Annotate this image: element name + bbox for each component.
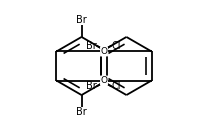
Text: O: O [100, 76, 108, 85]
Text: Br: Br [86, 41, 97, 51]
Text: O: O [100, 47, 108, 56]
Text: Cl: Cl [111, 81, 121, 91]
Text: Br: Br [76, 107, 87, 117]
Text: Br: Br [86, 81, 97, 91]
Text: Cl: Cl [111, 41, 121, 51]
Text: Br: Br [76, 15, 87, 25]
